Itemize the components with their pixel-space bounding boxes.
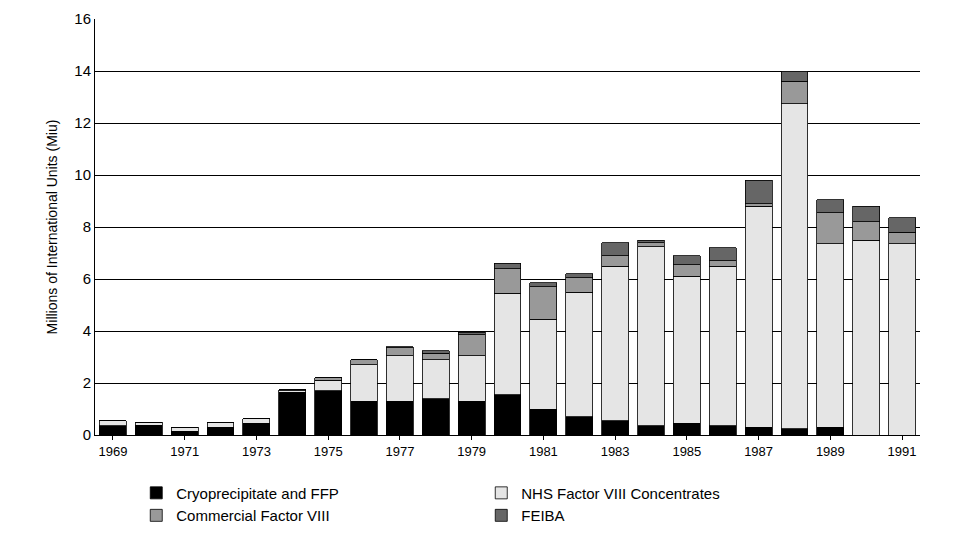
- svg-text:1979: 1979: [457, 444, 486, 459]
- svg-text:0: 0: [83, 426, 91, 443]
- svg-text:6: 6: [83, 270, 91, 287]
- svg-text:1969: 1969: [98, 444, 127, 459]
- svg-text:1971: 1971: [170, 444, 199, 459]
- svg-text:2: 2: [83, 374, 91, 391]
- svg-text:12: 12: [74, 114, 91, 131]
- svg-text:FEIBA: FEIBA: [521, 507, 564, 524]
- svg-text:1991: 1991: [888, 444, 917, 459]
- svg-text:Cryoprecipitate and FFP: Cryoprecipitate and FFP: [176, 485, 339, 502]
- svg-text:1983: 1983: [601, 444, 630, 459]
- svg-text:1985: 1985: [672, 444, 701, 459]
- svg-text:1989: 1989: [816, 444, 845, 459]
- svg-text:1977: 1977: [385, 444, 414, 459]
- svg-text:16: 16: [74, 10, 91, 27]
- svg-text:1981: 1981: [529, 444, 558, 459]
- svg-text:1987: 1987: [744, 444, 773, 459]
- svg-text:Commercial Factor VIII: Commercial Factor VIII: [176, 507, 329, 524]
- svg-text:14: 14: [74, 62, 91, 79]
- svg-text:10: 10: [74, 166, 91, 183]
- svg-text:4: 4: [83, 322, 91, 339]
- svg-text:Millions of International Unit: Millions of International Units (Miu): [44, 120, 60, 335]
- svg-text:NHS Factor VIII Concentrates: NHS Factor VIII Concentrates: [521, 485, 719, 502]
- svg-text:8: 8: [83, 218, 91, 235]
- svg-text:1973: 1973: [242, 444, 271, 459]
- svg-text:1975: 1975: [314, 444, 343, 459]
